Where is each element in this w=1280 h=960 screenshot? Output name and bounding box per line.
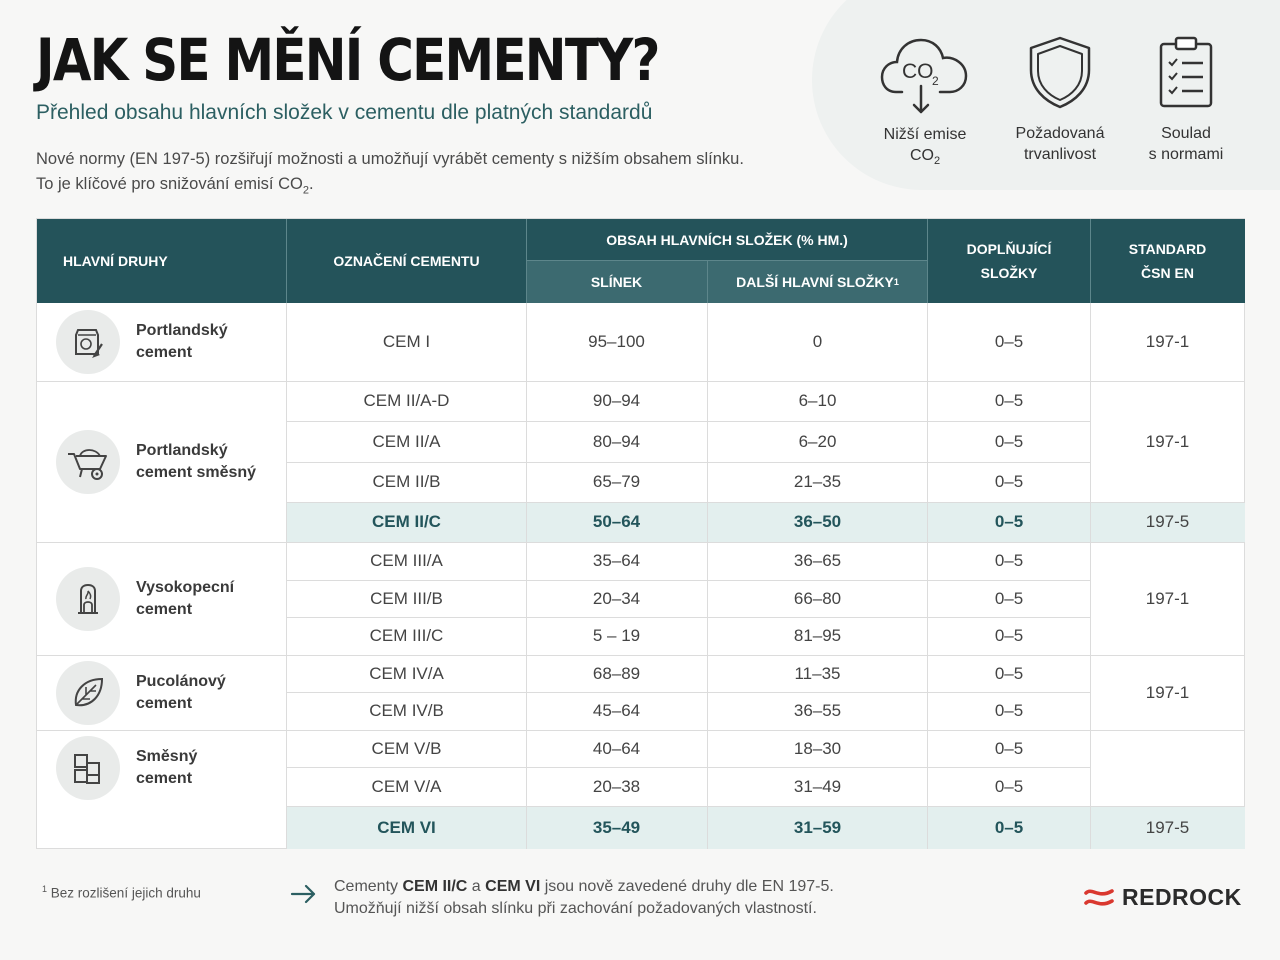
header-content-group: OBSAH HLAVNÍCH SLOŽEK (% HM.) bbox=[526, 219, 928, 260]
blast-furnace-icon bbox=[56, 566, 120, 631]
table-cell-other: 66–80 bbox=[793, 588, 842, 608]
arrow-right-icon bbox=[290, 884, 316, 904]
standard-cell: 197-1 bbox=[1145, 332, 1190, 351]
table-cell-other: 31–59 bbox=[793, 817, 842, 837]
highlight-row-cem-ii-c bbox=[287, 502, 1245, 542]
table-cell-designation: CEM III/B bbox=[370, 588, 443, 608]
table-cell-supp: 0–5 bbox=[994, 663, 1024, 683]
table-cell-clinker: 20–34 bbox=[592, 588, 641, 608]
header-designation: OZNAČENÍ CEMENTU bbox=[287, 219, 526, 303]
table-cell-designation: CEM IV/B bbox=[369, 701, 444, 720]
wheelbarrow-icon bbox=[56, 429, 120, 494]
co2-cloud-icon: CO 2 bbox=[880, 38, 968, 114]
feature-compliance: Soulad s normami bbox=[1116, 34, 1256, 165]
table-cell-supp: 0–5 bbox=[994, 431, 1024, 451]
table-cell-clinker: 35–64 bbox=[592, 551, 641, 570]
standard-cell: 197-1 bbox=[1145, 682, 1190, 702]
table-cell-supp: 0–5 bbox=[994, 776, 1024, 796]
table-cell-supp: 0–5 bbox=[994, 817, 1024, 837]
clipboard-checklist-icon bbox=[1159, 36, 1213, 108]
table-cell-other: 0 bbox=[812, 332, 823, 351]
standard-cell: 197-5 bbox=[1145, 817, 1190, 837]
group-portland-composite: Portlandský cement směsný bbox=[37, 381, 287, 542]
table-cell-clinker: 45–64 bbox=[592, 701, 641, 720]
table-cell-designation: CEM VI bbox=[377, 817, 436, 837]
blocks-icon bbox=[56, 736, 120, 800]
table-cell-designation: CEM II/C bbox=[372, 512, 441, 531]
table-cell-other: 81–95 bbox=[793, 626, 842, 645]
redrock-logo: REDROCK bbox=[1084, 884, 1242, 911]
leaf-icon bbox=[56, 660, 120, 725]
standard-cell: 197-1 bbox=[1145, 431, 1190, 451]
svg-text:2: 2 bbox=[932, 74, 939, 88]
table-cell-designation: CEM II/A-D bbox=[363, 391, 450, 410]
shield-icon bbox=[1029, 36, 1091, 109]
header-standard: STANDARD ČSN EN bbox=[1090, 219, 1245, 303]
table-cell-other: 6–20 bbox=[798, 431, 837, 451]
table-cell-designation: CEM IV/A bbox=[369, 663, 444, 683]
header-other-main: DALŠÍ HLAVNÍ SLOŽKY 1 bbox=[707, 260, 928, 303]
table-cell-supp: 0–5 bbox=[994, 332, 1024, 351]
standard-cell: 197-5 bbox=[1145, 512, 1190, 531]
page-subtitle: Přehled obsahu hlavních složek v cementu… bbox=[36, 101, 653, 124]
table-cell-supp: 0–5 bbox=[994, 512, 1024, 531]
table-cell-clinker: 65–79 bbox=[592, 472, 641, 491]
footer-note: Cementy CEM II/C a CEM VI jsou nově zave… bbox=[334, 878, 834, 917]
header-supplementary: DOPLŇUJÍCÍ SLOŽKY bbox=[928, 219, 1090, 303]
table-cell-other: 31–49 bbox=[793, 776, 842, 796]
table-cell-clinker: 20–38 bbox=[592, 776, 641, 796]
table-cell-designation: CEM V/A bbox=[371, 776, 442, 796]
table-cell-clinker: 95–100 bbox=[588, 332, 645, 351]
table-cell-clinker: 35–49 bbox=[592, 817, 641, 837]
header-clinker: SLÍNEK bbox=[526, 260, 707, 303]
table-cell-supp: 0–5 bbox=[994, 551, 1024, 570]
cement-table: HLAVNÍ DRUHY OZNAČENÍ CEMENTU OBSAH HLAV… bbox=[36, 218, 1245, 849]
group-blast-furnace: Vysokopecní cement bbox=[37, 542, 287, 655]
table-cell-designation: CEM III/A bbox=[370, 551, 443, 570]
header-background-shape bbox=[812, 0, 1280, 190]
table-cell-clinker: 80–94 bbox=[592, 431, 641, 451]
table-cell-clinker: 40–64 bbox=[592, 738, 641, 758]
standard-cell: 197-1 bbox=[1145, 588, 1190, 608]
table-cell-designation: CEM II/A bbox=[372, 431, 441, 451]
table-cell-clinker: 68–89 bbox=[592, 663, 641, 683]
intro-line-2: To je klíčové pro snižování emisí CO2. bbox=[36, 175, 314, 197]
svg-text:CO: CO bbox=[902, 60, 934, 83]
feature-durability: Požadovaná trvanlivost bbox=[990, 34, 1130, 165]
cement-bag-icon bbox=[56, 310, 120, 374]
group-composite: Směsný cement bbox=[37, 730, 287, 806]
table-cell-designation: CEM II/B bbox=[372, 472, 441, 491]
page-title: JAK SE MĚNÍ CEMENTY? bbox=[36, 26, 660, 94]
table-cell-other: 11–35 bbox=[794, 663, 841, 683]
table-cell-other: 36–50 bbox=[793, 512, 842, 531]
table-cell-other: 21–35 bbox=[793, 472, 842, 491]
table-cell-supp: 0–5 bbox=[994, 472, 1024, 491]
table-cell-clinker: 90–94 bbox=[592, 391, 641, 410]
table-cell-supp: 0–5 bbox=[994, 391, 1024, 410]
group-pozzolanic: Pucolánový cement bbox=[37, 655, 287, 730]
intro-line-1: Nové normy (EN 197-5) rozšiřují možnosti… bbox=[36, 150, 744, 168]
table-cell-other: 6–10 bbox=[798, 391, 837, 410]
table-cell-designation: CEM I bbox=[382, 332, 431, 351]
intro-text: Nové normy (EN 197-5) rozšiřují možnosti… bbox=[36, 147, 744, 203]
table-cell-other: 36–55 bbox=[793, 701, 842, 720]
highlight-row-cem-vi bbox=[287, 806, 1245, 849]
waves-logo-icon bbox=[1084, 888, 1114, 906]
table-cell-supp: 0–5 bbox=[994, 588, 1024, 608]
table-cell-supp: 0–5 bbox=[994, 701, 1024, 720]
table-cell-supp: 0–5 bbox=[994, 738, 1024, 758]
table-cell-other: 18–30 bbox=[793, 738, 842, 758]
footnote: 1 Bez rozlišení jejich druhu bbox=[42, 884, 201, 901]
header-main-types: HLAVNÍ DRUHY bbox=[37, 219, 287, 303]
table-cell-clinker: 50–64 bbox=[592, 512, 641, 531]
table-cell-clinker: 5 – 19 bbox=[592, 626, 641, 645]
table-cell-designation: CEM III/C bbox=[369, 626, 444, 645]
feature-co2: CO 2 Nižší emise CO2 bbox=[855, 34, 995, 172]
table-cell-designation: CEM V/B bbox=[371, 738, 442, 758]
table-cell-other: 36–65 bbox=[793, 551, 842, 570]
group-portland: Portlandský cement bbox=[37, 303, 287, 381]
table-cell-supp: 0–5 bbox=[994, 626, 1024, 645]
